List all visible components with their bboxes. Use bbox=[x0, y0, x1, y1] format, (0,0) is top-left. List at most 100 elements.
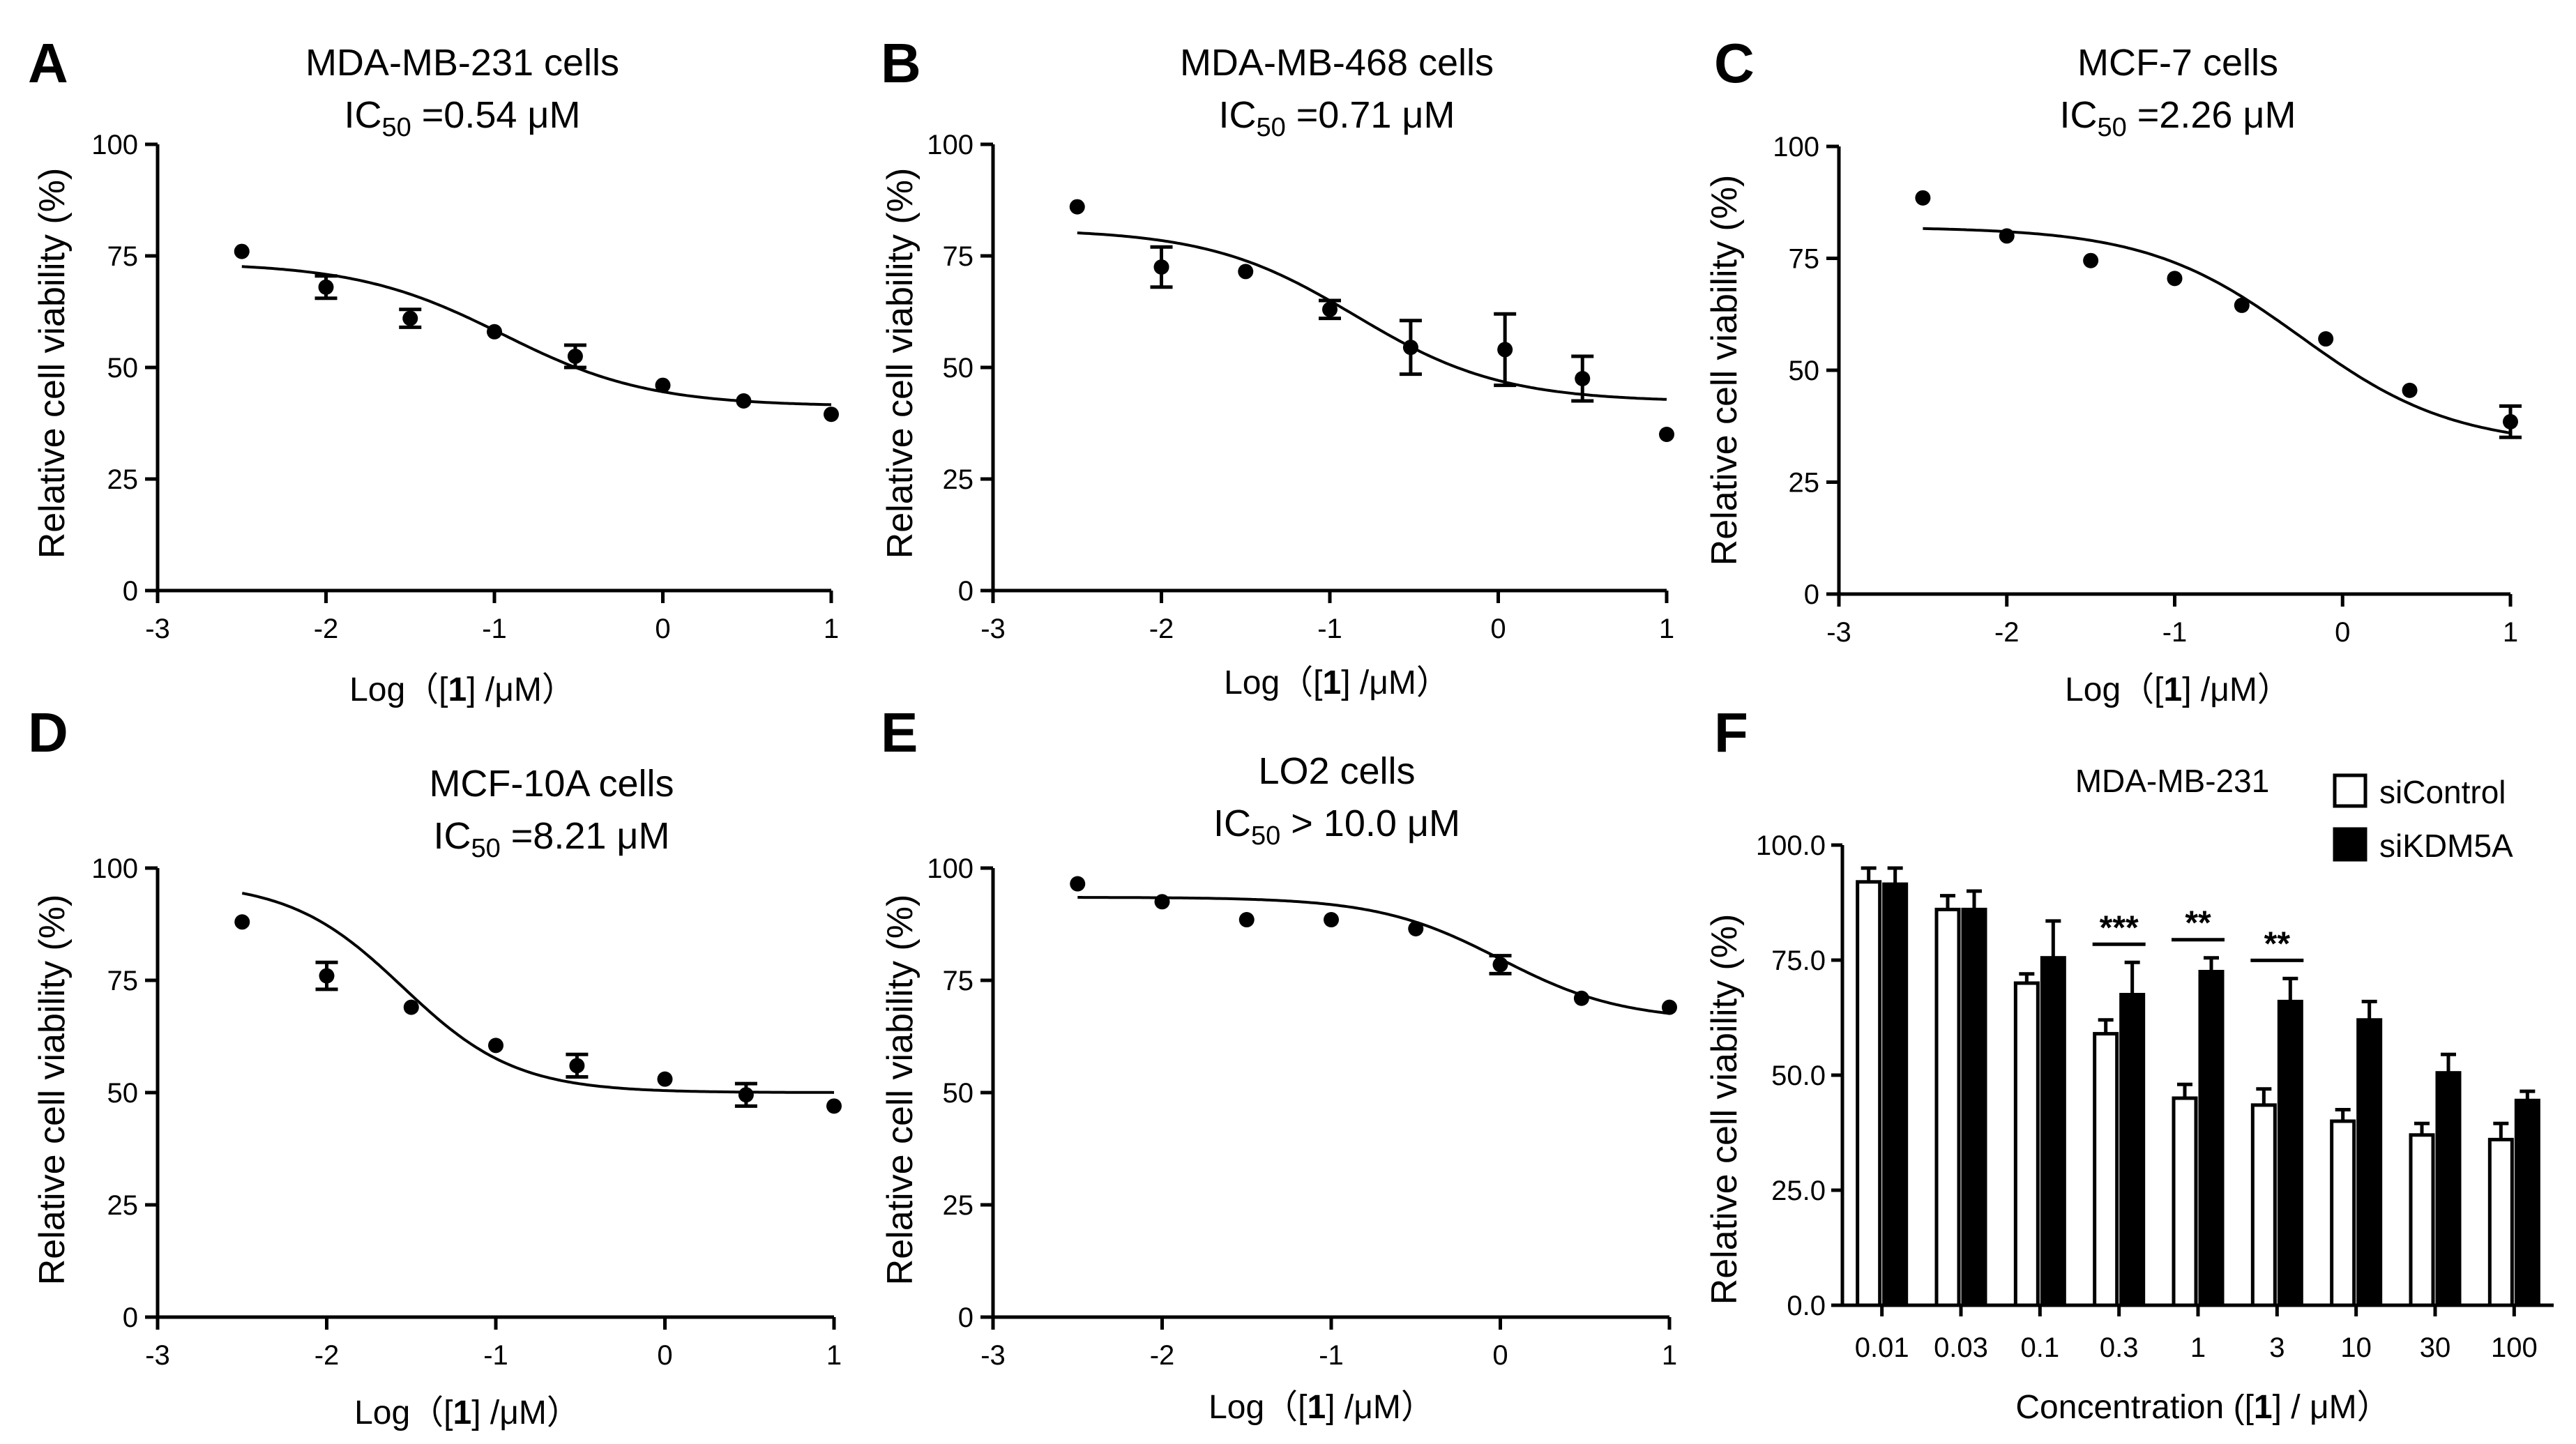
chart-title: MCF-7 cells bbox=[2077, 42, 2278, 84]
x-tick-label: 3 bbox=[2269, 1332, 2285, 1363]
data-point bbox=[1497, 342, 1513, 358]
x-tick-label: -2 bbox=[1150, 1340, 1175, 1371]
x-tick-label: 1 bbox=[2503, 617, 2518, 648]
y-tick-label: 75 bbox=[107, 241, 139, 272]
data-point bbox=[655, 377, 671, 393]
data-point bbox=[2167, 271, 2183, 287]
y-tick-label: 25 bbox=[107, 1190, 139, 1221]
data-point bbox=[1915, 190, 1931, 206]
data-point bbox=[1999, 228, 2015, 244]
x-axis-label: Log（[1] /μM） bbox=[1209, 1389, 1434, 1426]
y-axis-label: Relative cell viability (%) bbox=[880, 895, 920, 1286]
chart-title: MDA-MB-468 cells bbox=[1180, 42, 1494, 84]
x-tick-label: 1 bbox=[826, 1340, 842, 1371]
y-axis-label: Relative cell viability (%) bbox=[1704, 914, 1745, 1305]
data-point bbox=[488, 1038, 503, 1054]
y-tick-label: 50 bbox=[1789, 356, 1820, 386]
y-tick-label: 100 bbox=[1773, 132, 1819, 162]
y-tick-label: 75 bbox=[1789, 244, 1820, 275]
bar-sikdm5a bbox=[2435, 1071, 2462, 1307]
y-tick-label: 25 bbox=[943, 1190, 974, 1221]
y-tick-label: 75 bbox=[943, 966, 974, 996]
panel-f: F MDA-MB-231 siControl siKDM5A Relative … bbox=[1704, 701, 2554, 1426]
panel-letter-f: F bbox=[1714, 701, 1748, 763]
data-point bbox=[1238, 264, 1254, 280]
x-tick-label: -2 bbox=[1994, 617, 2020, 648]
x-axis-label: Log（[1] /μM） bbox=[349, 671, 575, 708]
x-tick-label: -3 bbox=[980, 614, 1006, 644]
chart-title: MCF-10A cells bbox=[429, 763, 674, 805]
data-point bbox=[403, 999, 419, 1015]
data-point bbox=[824, 406, 839, 423]
bar-sicontrol bbox=[2172, 1096, 2198, 1307]
y-tick-label: 75 bbox=[943, 241, 974, 272]
plot-area: 0 25 50 75 100 -3 -2 -1 0 1 bbox=[927, 853, 1677, 1371]
x-tick-label: -1 bbox=[482, 614, 507, 644]
bar-sicontrol bbox=[2013, 981, 2040, 1307]
data-point bbox=[1069, 199, 1085, 215]
y-axis-label: Relative cell viability (%) bbox=[32, 168, 73, 559]
ic50-label: IC50 =0.71 μM bbox=[1218, 94, 1455, 142]
data-point bbox=[738, 1087, 754, 1103]
y-tick-label: 25 bbox=[1789, 468, 1820, 499]
data-point bbox=[2234, 297, 2250, 313]
x-tick-label: 1 bbox=[2190, 1332, 2206, 1363]
y-tick-label: 25 bbox=[107, 464, 139, 495]
x-tick-label: -3 bbox=[1826, 617, 1851, 648]
y-tick-label: 25.0 bbox=[1771, 1176, 1826, 1206]
bar-sicontrol bbox=[2330, 1119, 2356, 1307]
chart-title: MDA-MB-231 cells bbox=[305, 42, 619, 84]
x-tick-label: -1 bbox=[1317, 614, 1342, 644]
x-tick-label: -1 bbox=[483, 1340, 508, 1371]
x-tick-label: -3 bbox=[145, 1340, 170, 1371]
y-tick-label: 100.0 bbox=[1756, 830, 1826, 861]
panel-a: A MDA-MB-231 cells IC50 =0.54 μM Relativ… bbox=[28, 32, 839, 708]
x-tick-label: 30 bbox=[2420, 1332, 2451, 1363]
y-axis-label: Relative cell viability (%) bbox=[880, 168, 920, 559]
legend: siControl siKDM5A bbox=[2333, 773, 2513, 864]
bar-plot-area: 0.0 25.0 50.0 75.0 100.0 0.01 0.03 0.1 0.3 1 3 10 30… bbox=[1756, 830, 2554, 1363]
data-point bbox=[1070, 876, 1086, 892]
x-tick-label: 0 bbox=[657, 1340, 672, 1371]
legend-label-sikdm5a: siKDM5A bbox=[2379, 828, 2513, 864]
y-tick-label: 100 bbox=[927, 853, 973, 884]
significance-label: ** bbox=[2185, 905, 2211, 942]
bar-sikdm5a bbox=[2277, 999, 2303, 1307]
x-tick-label: 10 bbox=[2340, 1332, 2372, 1363]
panel-c: C MCF-7 cells IC50 =2.26 μM Relative cel… bbox=[1704, 32, 2522, 708]
bar-sicontrol bbox=[2093, 1032, 2119, 1307]
x-tick-label: 0 bbox=[655, 614, 670, 644]
bar-sikdm5a bbox=[1882, 882, 1909, 1307]
data-point bbox=[1575, 371, 1591, 386]
ic50-label: IC50 =2.26 μM bbox=[2059, 94, 2296, 142]
bar-sikdm5a bbox=[2119, 993, 2146, 1307]
significance-label: ** bbox=[2264, 925, 2291, 962]
x-tick-label: 0.03 bbox=[1934, 1332, 1988, 1363]
data-point bbox=[487, 324, 502, 340]
bar-sikdm5a bbox=[2040, 956, 2066, 1307]
data-point bbox=[1154, 894, 1170, 910]
x-tick-label: -2 bbox=[1149, 614, 1174, 644]
y-tick-label: 0 bbox=[958, 576, 973, 607]
x-tick-label: -1 bbox=[1319, 1340, 1344, 1371]
data-point bbox=[2503, 413, 2518, 430]
data-point bbox=[569, 1058, 585, 1074]
ic50-label: IC50 =0.54 μM bbox=[344, 94, 580, 142]
y-tick-label: 0 bbox=[123, 1302, 138, 1333]
x-tick-label: -3 bbox=[980, 1340, 1006, 1371]
y-tick-label: 50.0 bbox=[1771, 1061, 1826, 1091]
y-axis-label: Relative cell viability (%) bbox=[1704, 175, 1745, 566]
fit-curve bbox=[241, 892, 835, 1094]
plot-area: 0 25 50 75 100 -3 -2 -1 0 1 bbox=[91, 130, 839, 644]
y-tick-label: 0 bbox=[1804, 579, 1819, 610]
x-tick-label: 1 bbox=[1662, 1340, 1677, 1371]
data-point bbox=[1238, 912, 1255, 928]
y-tick-label: 100 bbox=[91, 130, 138, 160]
panel-letter-a: A bbox=[28, 32, 68, 94]
data-point bbox=[234, 243, 250, 259]
y-axis-label: Relative cell viability (%) bbox=[32, 895, 73, 1286]
legend-label-sicontrol: siControl bbox=[2379, 774, 2506, 810]
fit-curve bbox=[241, 265, 832, 406]
x-tick-label: 0 bbox=[1490, 614, 1506, 644]
